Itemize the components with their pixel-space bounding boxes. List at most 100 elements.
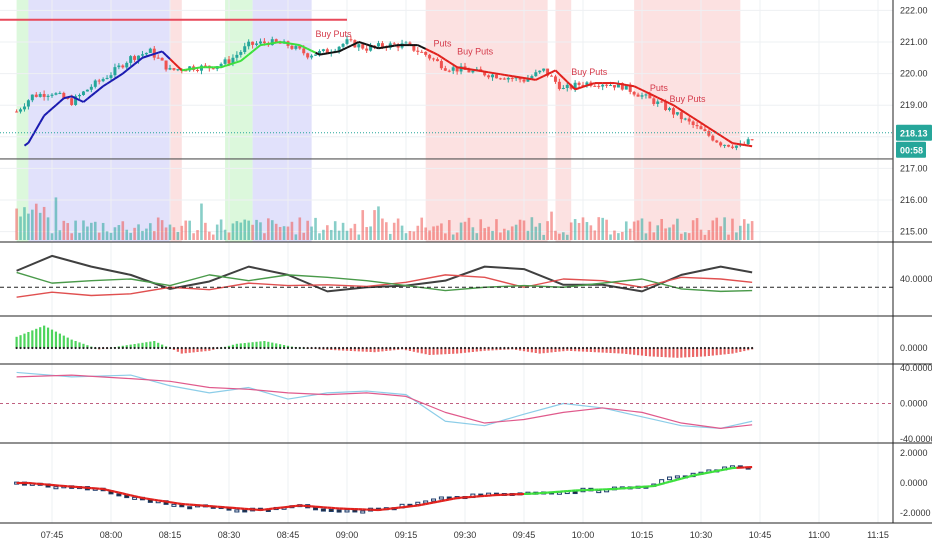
histogram-bar	[699, 348, 703, 357]
volume-bar	[617, 233, 620, 240]
moving-average-segment	[444, 58, 450, 64]
lower-average-segment	[704, 471, 710, 475]
histogram-zero-dot	[180, 346, 183, 350]
lower-average-segment	[421, 502, 426, 506]
volume-bar	[739, 225, 742, 240]
candle-body	[22, 106, 26, 110]
lower-candle	[53, 486, 59, 490]
histogram-bar	[609, 348, 612, 353]
histogram-bar	[660, 348, 663, 357]
candle-body	[34, 94, 38, 97]
histogram-bar	[731, 348, 734, 354]
histogram-zero-dot	[286, 346, 290, 350]
moving-average-segment	[570, 84, 576, 91]
candle-body	[746, 139, 750, 145]
volume-bar	[392, 222, 396, 240]
histogram-zero-dot	[389, 346, 392, 350]
histogram-zero-dot	[751, 346, 754, 350]
histogram-zero-dot	[275, 346, 278, 350]
candle-body	[203, 65, 207, 67]
histogram-zero-dot	[546, 346, 549, 350]
histogram-bar	[345, 348, 349, 351]
macd-series-cyan	[16, 371, 753, 429]
candle-body	[715, 140, 719, 143]
volume-bar	[23, 207, 26, 240]
candle-body	[251, 41, 255, 45]
moving-average-segment	[626, 83, 631, 87]
volume-bar	[180, 225, 184, 240]
histogram-zero-dot	[636, 346, 640, 350]
histogram-bar	[581, 348, 585, 352]
volume-bar	[746, 223, 750, 240]
moving-average-segment	[468, 68, 474, 71]
histogram-zero-dot	[161, 346, 164, 350]
histogram-zero-dot	[334, 346, 337, 350]
histogram-bar	[617, 348, 620, 354]
histogram-zero-dot	[204, 346, 207, 350]
volume-bar	[239, 222, 243, 240]
histogram-bar	[444, 348, 447, 355]
histogram-zero-dot	[133, 346, 136, 350]
histogram-bar	[408, 348, 412, 351]
candle-body	[30, 94, 34, 101]
moving-average-segment	[382, 46, 387, 49]
candle-body	[211, 68, 215, 70]
moving-average-segment	[315, 51, 320, 56]
moving-average-segment	[150, 53, 155, 57]
candle-body	[219, 63, 223, 67]
candle-body	[412, 44, 416, 51]
moving-average-segment	[251, 47, 258, 53]
histogram-zero-dot	[149, 346, 152, 350]
histogram-zero-dot	[688, 346, 691, 350]
histogram-bar	[404, 348, 408, 351]
volume-bar	[514, 224, 518, 240]
macd-tick-3: -40.0000	[900, 434, 932, 444]
moving-average-segment	[531, 78, 536, 81]
volume-bar	[286, 226, 290, 240]
candle-body	[498, 78, 502, 80]
moving-average-segment	[692, 116, 698, 122]
lower-average-segment	[696, 472, 702, 476]
moving-average-segment	[508, 74, 513, 78]
histogram-zero-dot	[467, 346, 471, 350]
moving-average-segment	[712, 129, 718, 134]
moving-average-segment	[122, 69, 128, 75]
lower-average-segment	[437, 499, 442, 503]
volume-bar	[58, 230, 62, 240]
moving-average-segment	[319, 52, 324, 56]
histogram-zero-dot	[680, 346, 683, 350]
candle-body	[526, 78, 530, 82]
moving-average-segment	[335, 50, 340, 54]
histogram-zero-dot	[220, 346, 223, 350]
signal-zone-1	[16, 0, 29, 242]
histogram-bar	[176, 348, 179, 352]
histogram-zero-dot	[644, 346, 648, 350]
volume-bar	[742, 219, 746, 240]
moving-average-segment	[519, 76, 525, 79]
volume-bar	[447, 220, 451, 240]
histogram-zero-dot	[357, 346, 360, 350]
histogram-bar	[495, 348, 498, 351]
candle-body	[140, 54, 144, 56]
candle-body	[231, 57, 235, 64]
candle-body	[310, 55, 314, 58]
time-tick-15: 11:15	[867, 530, 889, 540]
histogram-zero-dot	[739, 346, 742, 350]
lower-average-segment	[158, 499, 163, 503]
candle-body	[101, 78, 105, 82]
histogram-bar	[676, 348, 679, 358]
histogram-zero-dot	[353, 346, 356, 350]
histogram-zero-dot	[408, 346, 412, 350]
volume-bar	[377, 206, 380, 240]
candle-body	[510, 77, 514, 79]
volume-bar	[400, 225, 404, 240]
histogram-bar	[566, 348, 569, 351]
last-price-badge	[896, 124, 932, 141]
histogram-bar	[558, 348, 561, 352]
candle-body	[239, 52, 243, 55]
histogram-bar	[680, 348, 683, 358]
volume-bar	[215, 224, 219, 240]
moving-average-segment	[94, 88, 100, 94]
histogram-bar	[629, 348, 632, 355]
